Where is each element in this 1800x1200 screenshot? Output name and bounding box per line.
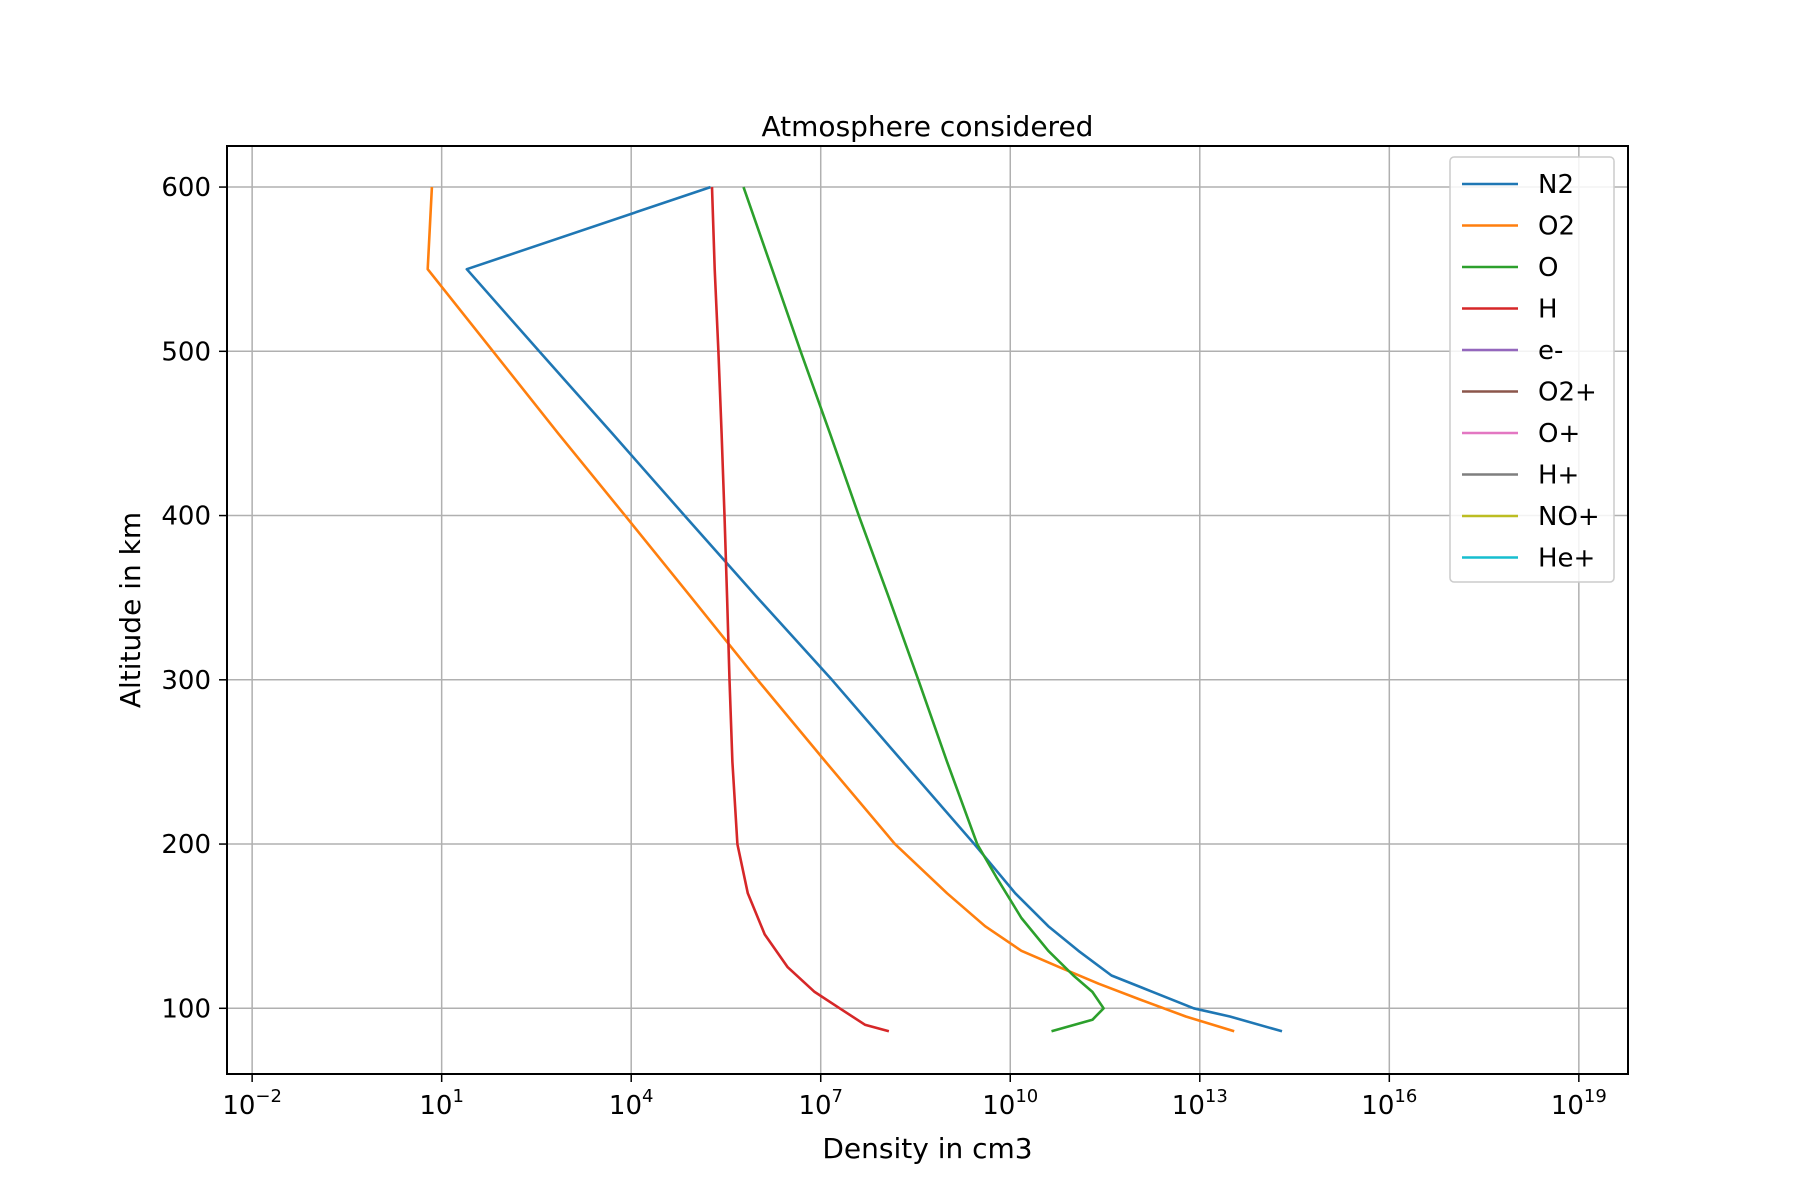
x-tick-exponent: −2 — [255, 1086, 282, 1107]
x-tick-exponent: 13 — [1205, 1086, 1228, 1107]
y-axis-label: Altitude in km — [114, 512, 147, 708]
x-tick-label: 1013 — [1172, 1086, 1228, 1121]
x-tick-base: 10 — [419, 1091, 452, 1121]
x-tick-exponent: 4 — [642, 1086, 653, 1107]
legend-label: O2 — [1538, 212, 1575, 242]
legend-label: e- — [1538, 336, 1563, 366]
plot-area-frame — [226, 145, 1629, 1075]
y-tick-label: 600 — [161, 173, 211, 203]
legend-label: He+ — [1538, 544, 1595, 574]
x-tick-base: 10 — [982, 1091, 1015, 1121]
y-tick-label: 100 — [161, 994, 211, 1024]
x-tick-exponent: 7 — [832, 1086, 843, 1107]
x-tick-label: 1010 — [982, 1086, 1038, 1121]
y-tick-label: 500 — [161, 337, 211, 367]
x-tick-label: 104 — [609, 1086, 654, 1121]
x-tick-base: 10 — [1172, 1091, 1205, 1121]
x-tick-label: 10−2 — [222, 1086, 282, 1121]
x-tick-label: 1016 — [1361, 1086, 1417, 1121]
x-axis-label: Density in cm3 — [822, 1132, 1032, 1165]
x-tick-exponent: 1 — [452, 1086, 463, 1107]
plot-lines — [426, 185, 1283, 1033]
legend-label: NO+ — [1538, 502, 1600, 532]
y-tick-label: 200 — [161, 830, 211, 860]
x-tick-label: 1019 — [1551, 1086, 1607, 1121]
grid — [227, 146, 1628, 1074]
x-tick-label: 101 — [419, 1086, 464, 1121]
axis-ticks: 10−2 101 104 107 1010 1013 1016 101910020030040… — [161, 173, 1606, 1121]
y-tick-label: 300 — [161, 666, 211, 696]
legend-label: O — [1538, 253, 1558, 283]
x-tick-label: 107 — [798, 1086, 843, 1121]
legend-label: H+ — [1538, 461, 1579, 491]
legend-label: O2+ — [1538, 378, 1597, 408]
legend-label: O+ — [1538, 419, 1580, 449]
x-tick-exponent: 10 — [1015, 1086, 1038, 1107]
legend: N2 O2 OHe- O2+ O+ H+ NO+ He+ — [1449, 156, 1615, 583]
series-line-n2 — [465, 185, 1283, 1033]
series-line-o — [742, 186, 1105, 1033]
series-line-h — [710, 187, 890, 1033]
x-tick-base: 10 — [222, 1091, 255, 1121]
x-tick-exponent: 16 — [1394, 1086, 1417, 1107]
x-tick-base: 10 — [1551, 1091, 1584, 1121]
y-tick-label: 400 — [161, 502, 211, 532]
x-tick-exponent: 19 — [1584, 1086, 1607, 1107]
series-line-o2 — [426, 187, 1235, 1033]
legend-label: H — [1538, 295, 1558, 325]
x-tick-base: 10 — [609, 1091, 642, 1121]
chart-title: Atmosphere considered — [762, 110, 1094, 143]
x-tick-base: 10 — [1361, 1091, 1394, 1121]
x-tick-base: 10 — [798, 1091, 831, 1121]
legend-label: N2 — [1538, 170, 1574, 200]
